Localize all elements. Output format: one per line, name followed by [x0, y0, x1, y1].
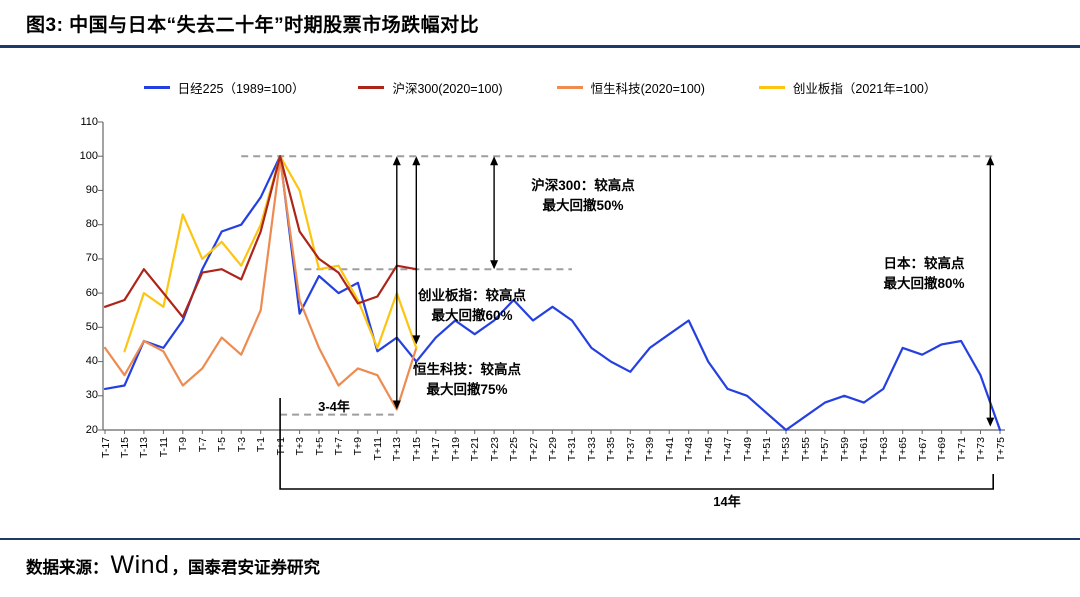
x-axis-label: T+61: [858, 437, 871, 462]
footer-divider: [0, 538, 1080, 540]
y-axis-label: 80: [85, 218, 98, 231]
series-line-hstech: [103, 158, 418, 411]
x-axis-label: T+67: [916, 437, 929, 462]
y-axis-label: 70: [85, 252, 98, 265]
x-axis-label: T-9: [177, 437, 190, 453]
x-axis-label: T+3: [294, 437, 307, 456]
legend-swatch-nikkei225: [143, 86, 170, 89]
legend-swatch-hstech: [556, 86, 583, 89]
x-axis-label: T-1: [255, 437, 268, 453]
x-axis-label: T+23: [488, 437, 501, 462]
duration-bracket: [279, 398, 994, 490]
legend-item-chinext: 创业板指（2021年=100）: [758, 78, 937, 97]
legend-item-hstech: 恒生科技(2020=100): [556, 78, 705, 97]
x-axis-label: T-15: [118, 437, 131, 459]
y-axis-label: 110: [80, 115, 98, 128]
data-source-prefix: 数据来源：: [26, 559, 109, 577]
legend-item-csi300: 沪深300(2020=100): [358, 78, 503, 97]
title-underline: [0, 45, 1080, 48]
chinext-drawdown-arrow: [412, 156, 421, 345]
x-axis-label: T-3: [235, 437, 248, 453]
x-axis-label: T+19: [449, 437, 462, 462]
hstech-drawdown-arrow: [392, 156, 401, 410]
x-axis-label: T+71: [955, 437, 968, 462]
x-axis-label: T+53: [780, 437, 793, 462]
x-axis-label: T+75: [994, 437, 1007, 462]
x-axis-label: T+73: [975, 437, 988, 462]
x-axis-label: T+25: [508, 437, 521, 462]
x-axis-label: T+41: [663, 437, 676, 462]
y-axis-label: 90: [85, 183, 98, 196]
series-line-csi300: [103, 155, 418, 319]
legend-label: 恒生科技(2020=100): [590, 82, 705, 96]
x-axis-label: T+7: [332, 437, 345, 456]
x-axis-label: T+35: [605, 437, 618, 462]
x-axis-label: T-7: [196, 437, 209, 453]
x-axis-label: T+59: [838, 437, 851, 462]
x-axis-label: T+49: [741, 437, 754, 462]
annotation-hstech-drawdown: 恒生科技：较高点 最大回撤75%: [413, 362, 521, 398]
x-axis-label: T+27: [527, 437, 540, 462]
legend-swatch-chinext: [758, 86, 785, 89]
x-axis-label: T+47: [722, 437, 735, 462]
x-axis-label: T+65: [897, 437, 910, 462]
x-axis-label: T+55: [799, 437, 812, 462]
x-axis-label: T+45: [702, 437, 715, 462]
annotation-japan-duration: 14年: [713, 494, 741, 509]
legend-label: 日经225（1989=100）: [177, 82, 305, 96]
chart-legend: 日经225（1989=100） 沪深300(2020=100) 恒生科技(2020=…: [0, 78, 1080, 97]
x-axis-label: T+43: [683, 437, 696, 462]
x-axis-label: T+39: [644, 437, 657, 462]
legend-label: 创业板指（2021年=100）: [792, 82, 937, 96]
x-axis-label: T-11: [157, 437, 170, 458]
x-axis-label: T+33: [585, 437, 598, 462]
x-axis-label: T+21: [469, 437, 482, 462]
figure-title: 图3: 中国与日本“失去二十年”时期股票市场跌幅对比: [26, 15, 480, 36]
data-source-brand-wind: Wind: [110, 551, 170, 579]
legend-label: 沪深300(2020=100): [392, 82, 503, 96]
x-axis-label: T+57: [819, 437, 832, 462]
x-axis-label: T+29: [547, 437, 559, 462]
x-axis-label: T-13: [138, 437, 151, 459]
legend-swatch-csi300: [358, 86, 385, 89]
x-axis-label: T+9: [352, 437, 365, 456]
data-source: 数据来源： Wind ，国泰君安证券研究: [26, 551, 320, 580]
annotation-chinext-drawdown: 创业板指：较高点 最大回撤60%: [418, 288, 526, 324]
y-axis-label: 20: [85, 423, 98, 436]
x-axis-label: T+13: [391, 437, 404, 462]
x-axis-label: T+11: [371, 437, 384, 461]
legend-item-nikkei225: 日经225（1989=100）: [143, 78, 305, 97]
y-axis-label: 30: [85, 389, 98, 402]
y-axis-label: 40: [85, 355, 98, 368]
x-axis-label: T+31: [566, 437, 579, 462]
nikkei-drawdown-arrow: [986, 156, 995, 427]
x-axis-label: T-17: [99, 437, 112, 459]
annotation-peak-to-trough-duration: 3-4年: [318, 399, 350, 414]
data-source-suffix: ，国泰君安证券研究: [171, 559, 320, 577]
x-axis-label: T+63: [877, 437, 890, 462]
annotation-japan-drawdown: 日本：较高点 最大回撤80%: [883, 256, 965, 292]
x-axis-label: T+51: [761, 437, 774, 462]
x-axis-label: T+1: [274, 437, 287, 456]
x-axis-label: T+69: [936, 437, 949, 462]
annotation-csi300-drawdown: 沪深300：较高点 最大回撤50%: [531, 178, 635, 214]
csi300-drawdown-arrow: [490, 156, 499, 270]
x-axis-label: T+15: [410, 437, 423, 462]
x-axis-label: T+17: [430, 437, 443, 462]
series-line-chinext: [123, 155, 418, 353]
y-axis-label: 60: [85, 286, 98, 299]
x-axis-label: T+5: [313, 437, 326, 456]
x-axis-label: T+37: [624, 437, 637, 462]
x-axis-label: T-5: [216, 437, 229, 453]
series-line-nikkei225: [103, 155, 1002, 432]
y-axis-label: 50: [85, 320, 98, 333]
y-axis-label: 100: [79, 149, 98, 162]
